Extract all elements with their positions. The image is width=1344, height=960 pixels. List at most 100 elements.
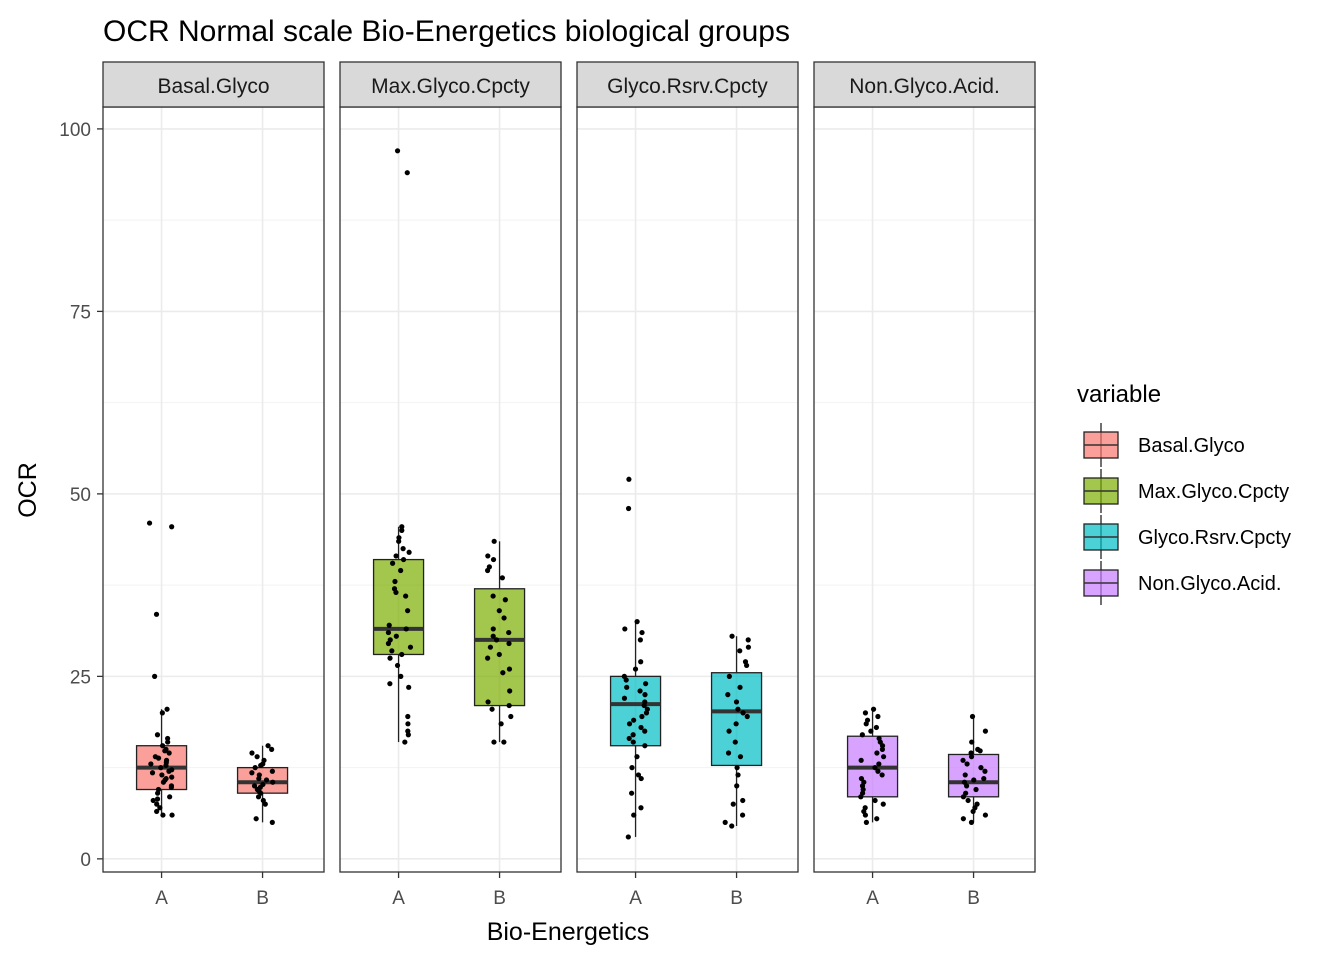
data-point	[982, 728, 989, 734]
data-point	[737, 754, 744, 760]
data-point	[970, 808, 976, 815]
legend-label: Non.Glyco.Acid.	[1138, 573, 1281, 595]
data-point	[485, 699, 491, 705]
data-point	[872, 797, 878, 804]
data-point	[164, 706, 170, 712]
data-point	[386, 622, 392, 628]
y-tick-label: 25	[70, 667, 91, 688]
data-point	[740, 797, 746, 804]
data-point	[393, 589, 399, 596]
data-point	[745, 637, 751, 643]
data-point	[863, 819, 870, 825]
data-point	[169, 812, 175, 818]
data-point	[624, 684, 630, 690]
data-point	[964, 783, 970, 789]
data-point	[879, 772, 885, 778]
data-point	[500, 670, 506, 676]
data-point	[263, 777, 270, 783]
data-point	[387, 681, 393, 687]
data-point	[638, 724, 644, 731]
facet-strip	[813, 61, 1036, 108]
data-point	[387, 655, 393, 661]
data-point	[506, 629, 512, 636]
data-point	[971, 777, 977, 783]
data-point	[506, 666, 513, 672]
data-point	[154, 808, 160, 815]
x-tick-label: B	[493, 888, 506, 909]
data-point	[643, 681, 649, 687]
data-point	[249, 750, 255, 756]
x-tick-label: A	[629, 888, 642, 909]
data-point	[879, 746, 886, 752]
data-point	[642, 692, 648, 698]
data-point	[487, 644, 494, 650]
data-point	[880, 754, 887, 760]
data-point	[962, 772, 968, 778]
data-point	[745, 644, 752, 650]
data-point	[733, 699, 740, 705]
data-point	[490, 626, 496, 632]
data-point	[870, 706, 877, 712]
data-point	[496, 651, 502, 658]
data-point	[398, 673, 404, 679]
data-point	[632, 666, 639, 672]
data-point	[960, 757, 966, 763]
data-point	[875, 768, 881, 774]
legend: variable Basal.Glyco Max.Glyco.Cpcty Glyco…	[1077, 381, 1291, 605]
data-point	[734, 765, 740, 771]
data-point	[258, 762, 264, 769]
data-point	[403, 593, 409, 599]
legend-label: Glyco.Rsrv.Cpcty	[1138, 527, 1291, 549]
legend-key	[1083, 561, 1119, 605]
data-point	[631, 812, 637, 818]
box	[473, 588, 526, 707]
data-point	[399, 527, 405, 533]
data-point	[730, 801, 736, 807]
data-point	[638, 659, 644, 665]
data-point	[270, 779, 276, 785]
data-point	[485, 553, 491, 559]
y-axis: 0 25 50 75 100	[59, 120, 103, 871]
data-point	[862, 710, 869, 716]
data-point	[405, 732, 411, 738]
data-point	[155, 790, 161, 796]
facet-strip-label: Basal.Glyco	[157, 75, 269, 98]
data-point	[874, 816, 880, 822]
data-point	[159, 772, 165, 778]
data-point	[168, 784, 174, 790]
data-point	[399, 524, 405, 530]
data-point	[969, 739, 975, 745]
data-point	[737, 648, 743, 654]
data-point	[392, 578, 398, 585]
data-point	[506, 702, 512, 709]
data-point	[725, 750, 732, 756]
data-point	[404, 170, 410, 176]
data-point	[643, 710, 650, 716]
data-point	[880, 801, 886, 807]
data-point	[499, 575, 505, 581]
data-point	[389, 560, 396, 566]
panel-background	[103, 107, 324, 872]
chart-title: OCR Normal scale Bio-Energetics biologic…	[103, 15, 790, 48]
data-point	[977, 748, 983, 754]
data-point	[625, 834, 631, 840]
data-point	[872, 765, 878, 771]
data-point	[491, 538, 497, 544]
data-point	[485, 567, 491, 574]
data-point	[400, 556, 407, 563]
data-point	[402, 739, 408, 745]
box	[947, 753, 1000, 798]
data-point	[729, 633, 735, 639]
data-point	[154, 801, 160, 807]
data-point	[146, 520, 153, 526]
data-point	[155, 755, 162, 761]
facet-panel: Glyco.Rsrv.Cpcty A B	[576, 61, 799, 909]
facet-strip-label: Glyco.Rsrv.Cpcty	[607, 75, 768, 98]
data-point	[162, 748, 168, 754]
data-point	[159, 743, 166, 749]
x-tick-label: A	[392, 888, 405, 909]
data-point	[154, 732, 161, 738]
data-point	[868, 728, 874, 734]
box	[372, 558, 425, 656]
